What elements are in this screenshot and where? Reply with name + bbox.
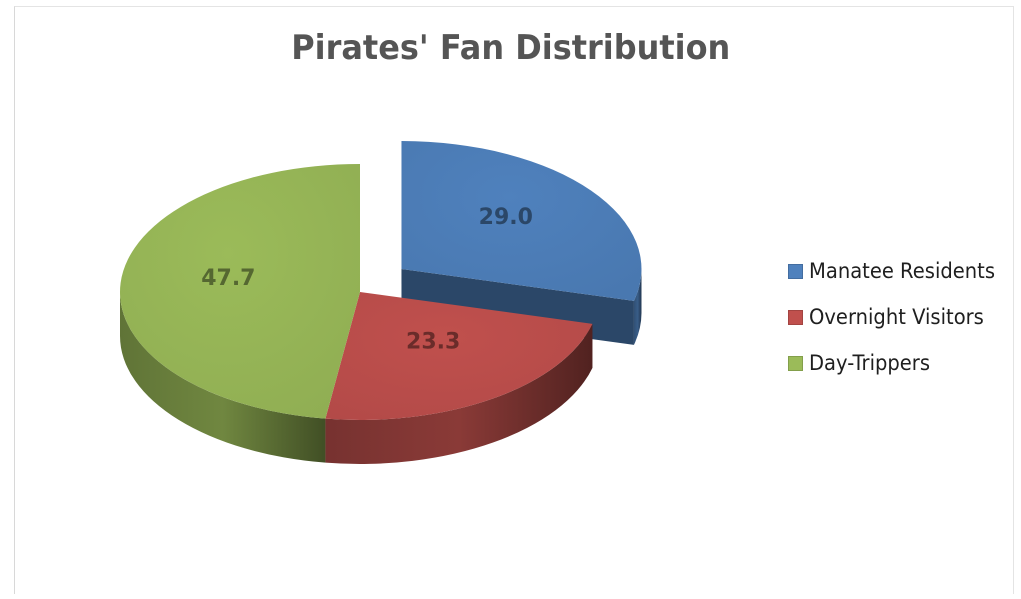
pie-slice-manatee-residents	[401, 141, 642, 301]
legend-item-manatee-residents: Manatee Residents	[788, 248, 1009, 294]
legend-item-day-trippers: Day-Trippers	[788, 340, 1009, 386]
pie-slice-day-trippers	[120, 164, 360, 419]
data-label: 23.3	[406, 330, 460, 355]
slice-side	[633, 269, 642, 345]
slice-side	[325, 323, 593, 464]
data-label: 47.7	[201, 266, 255, 291]
legend: Manatee Residents Overnight Visitors Day…	[788, 248, 1009, 386]
pie-slice-overnight-visitors	[325, 292, 593, 420]
legend-label: Manatee Residents	[809, 259, 995, 283]
legend-label: Day-Trippers	[809, 351, 931, 375]
legend-label: Overnight Visitors	[809, 305, 984, 329]
legend-swatch	[788, 355, 803, 371]
legend-item-overnight-visitors: Overnight Visitors	[788, 294, 1009, 340]
data-label: 29.0	[479, 205, 533, 230]
legend-swatch	[788, 263, 803, 279]
pie-slices: 29.0 23.3 47.7	[120, 141, 642, 464]
slice-side	[120, 292, 326, 463]
legend-swatch	[788, 309, 803, 325]
chart-title: Pirates' Fan Distribution	[291, 28, 731, 68]
